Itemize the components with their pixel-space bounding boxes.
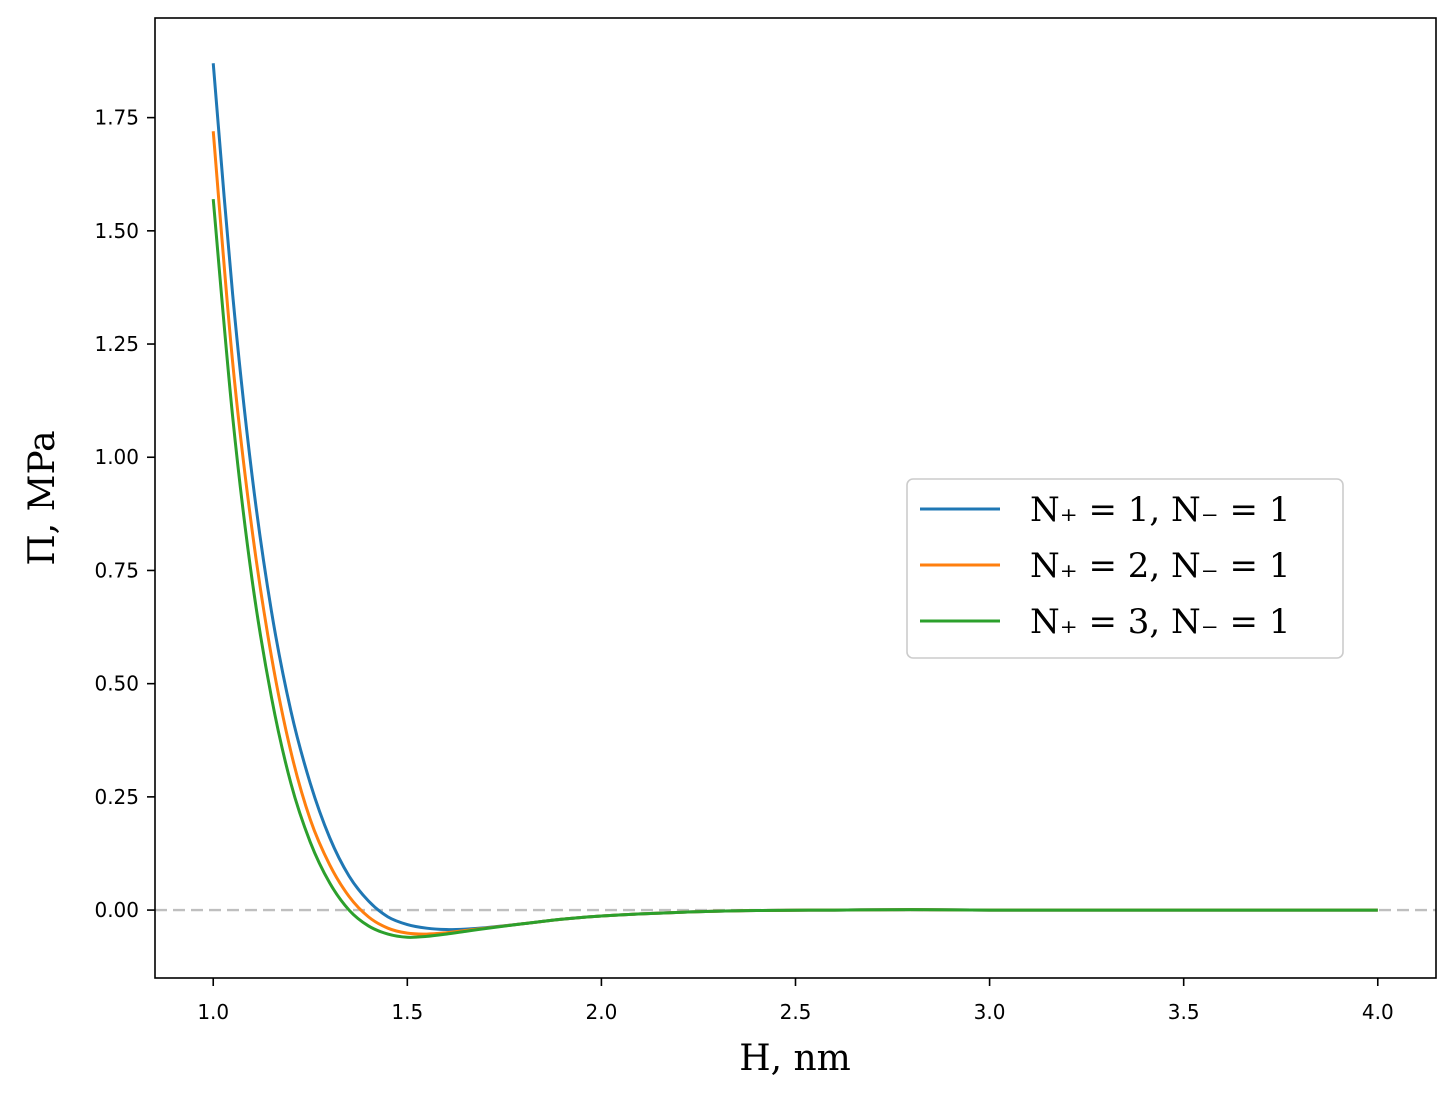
legend-box xyxy=(906,478,1344,659)
legend-label-1: N₊ = 1, N₋ = 1 xyxy=(1030,490,1290,530)
x-tick-label: 4.0 xyxy=(1362,1000,1394,1024)
x-tick-label: 3.0 xyxy=(974,1000,1006,1024)
x-tick-label: 3.5 xyxy=(1168,1000,1200,1024)
x-axis-ticks: 1.0 1.5 2.0 2.5 3.0 3.5 4.0 xyxy=(197,978,1394,1024)
y-tick-label: 0.50 xyxy=(94,672,139,696)
legend-label-2: N₊ = 2, N₋ = 1 xyxy=(1030,546,1290,586)
x-tick-label: 2.0 xyxy=(586,1000,618,1024)
legend: N₊ = 1, N₋ = 1 N₊ = 2, N₋ = 1 N₊ = 3, N₋ =… xyxy=(906,478,1344,659)
y-tick-label: 1.50 xyxy=(94,219,139,243)
x-tick-label: 1.0 xyxy=(197,1000,229,1024)
y-tick-label: 0.00 xyxy=(94,898,139,922)
plot-area xyxy=(155,63,1436,939)
legend-label-3: N₊ = 3, N₋ = 1 xyxy=(1030,602,1290,642)
y-tick-label: 1.75 xyxy=(94,106,139,130)
x-axis-label: H, nm xyxy=(739,1038,851,1079)
x-tick-label: 1.5 xyxy=(391,1000,423,1024)
legend-entries: N₊ = 1, N₋ = 1 N₊ = 2, N₋ = 1 N₊ = 3, N₋ =… xyxy=(920,490,1290,642)
y-tick-label: 0.25 xyxy=(94,785,139,809)
y-axis-label: Π, MPa xyxy=(22,430,63,565)
x-tick-label: 2.5 xyxy=(780,1000,812,1024)
y-tick-label: 1.00 xyxy=(94,445,139,469)
series-line-3 xyxy=(211,198,1378,939)
y-tick-label: 0.75 xyxy=(94,558,139,582)
y-axis-ticks: 0.00 0.25 0.50 0.75 1.00 1.25 1.50 1.75 xyxy=(94,106,155,922)
series-layer xyxy=(211,63,1378,939)
y-tick-label: 1.25 xyxy=(94,332,139,356)
